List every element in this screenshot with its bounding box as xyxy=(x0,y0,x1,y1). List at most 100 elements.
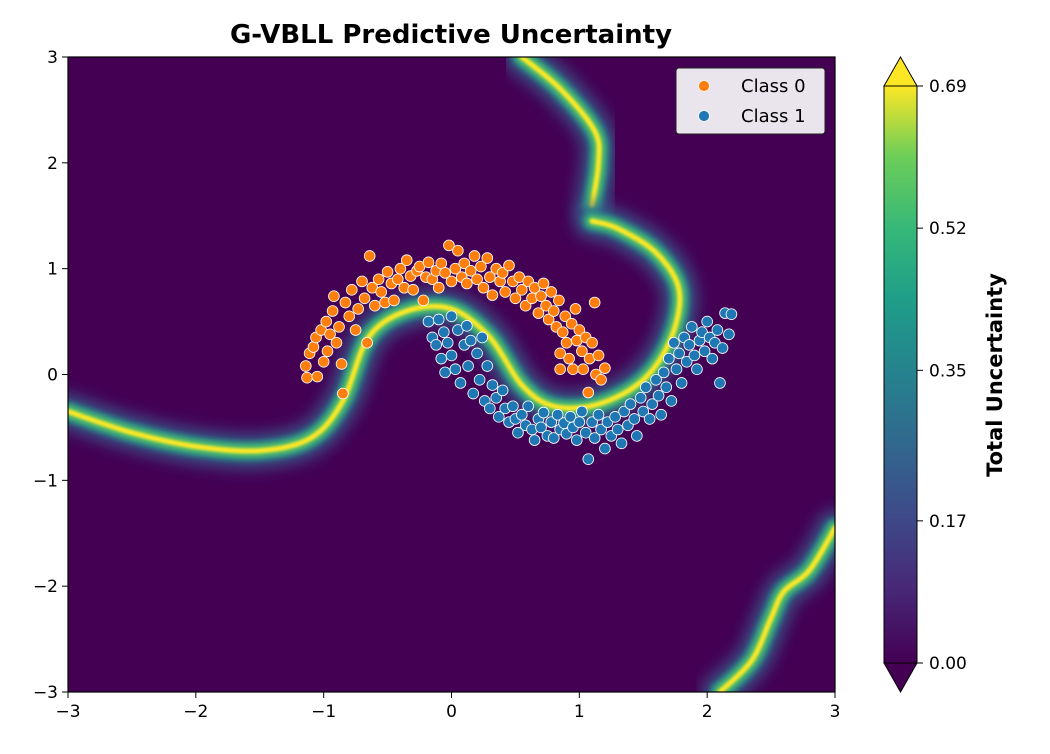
scatter-point-class-0 xyxy=(388,294,400,307)
legend-label-class-1: Class 1 xyxy=(741,106,806,127)
scatter-point-class-0 xyxy=(345,284,358,296)
scatter-point-class-0 xyxy=(484,271,496,283)
scatter-point-class-0 xyxy=(407,284,419,296)
scatter-point-class-1 xyxy=(611,423,624,436)
scatter-point-class-0 xyxy=(595,373,607,386)
scatter-point-class-1 xyxy=(462,360,474,372)
scatter-point-class-1 xyxy=(547,432,560,444)
scatter-point-class-0 xyxy=(339,296,352,309)
y-tick-label: −2 xyxy=(33,577,58,597)
colorbar-max-extend xyxy=(883,55,918,87)
scatter-point-class-1 xyxy=(579,426,592,439)
scatter-point-class-1 xyxy=(711,324,724,336)
scatter-point-class-1 xyxy=(535,421,547,434)
scatter-point-class-1 xyxy=(484,402,496,415)
scatter-point-class-1 xyxy=(551,408,564,421)
scatter-point-class-0 xyxy=(337,387,349,400)
scatter-point-class-1 xyxy=(660,381,673,394)
scatter-point-class-0 xyxy=(461,277,473,290)
scatter-point-class-1 xyxy=(461,320,473,332)
scatter-point-class-0 xyxy=(299,360,312,372)
scatter-point-class-0 xyxy=(335,358,348,370)
y-tick-label: 2 xyxy=(47,154,58,174)
scatter-point-class-0 xyxy=(449,262,462,275)
scatter-point-class-1 xyxy=(476,331,488,344)
scatter-point-class-1 xyxy=(573,416,586,428)
scatter-point-class-0 xyxy=(417,294,430,307)
scatter-point-class-0 xyxy=(458,257,471,270)
colorbar-tick-label: 0.69 xyxy=(929,77,967,97)
scatter-point-class-1 xyxy=(471,347,483,360)
scatter-point-class-0 xyxy=(567,363,579,376)
scatter-point-class-1 xyxy=(490,391,503,404)
scatter-point-class-1 xyxy=(492,411,505,423)
scatter-point-class-1 xyxy=(680,355,693,368)
scatter-point-class-1 xyxy=(512,426,524,439)
scatter-point-class-0 xyxy=(422,256,435,269)
scatter-point-class-1 xyxy=(688,349,701,362)
scatter-point-class-0 xyxy=(519,299,532,312)
x-tick-label: −2 xyxy=(183,702,208,722)
scatter-point-class-1 xyxy=(655,408,667,421)
scatter-point-class-1 xyxy=(516,408,528,421)
scatter-point-class-0 xyxy=(573,324,586,336)
scatter-point-class-1 xyxy=(439,366,451,379)
colorbar-min-extend xyxy=(883,662,918,694)
x-tick-label: 3 xyxy=(830,702,841,722)
scatter-point-class-0 xyxy=(547,305,560,317)
scatter-point-class-1 xyxy=(522,400,534,413)
scatter-point-class-1 xyxy=(634,391,647,404)
colorbar-tick-label: 0.00 xyxy=(929,654,967,674)
scatter-point-class-0 xyxy=(358,292,371,305)
scatter-point-class-1 xyxy=(668,336,680,349)
colorbar-gradient xyxy=(883,85,918,664)
scatter-point-class-0 xyxy=(509,292,522,305)
scatter-point-class-0 xyxy=(317,355,330,368)
scatter-point-class-0 xyxy=(535,290,547,302)
scatter-point-class-0 xyxy=(556,326,569,338)
scatter-point-class-1 xyxy=(637,405,650,418)
scatter-point-class-1 xyxy=(445,310,458,323)
legend-marker-class-0 xyxy=(698,80,710,92)
scatter-point-class-0 xyxy=(301,371,313,384)
scatter-point-class-1 xyxy=(663,352,675,365)
scatter-point-class-1 xyxy=(670,363,683,376)
scatter-point-class-1 xyxy=(725,308,738,320)
scatter-point-class-0 xyxy=(577,363,589,376)
scatter-point-class-0 xyxy=(333,321,345,333)
scatter-point-class-1 xyxy=(646,398,658,410)
scatter-point-class-1 xyxy=(545,416,558,428)
scatter-point-class-0 xyxy=(352,303,364,315)
scatter-point-class-1 xyxy=(640,381,652,394)
scatter-point-class-0 xyxy=(439,267,451,279)
scatter-point-class-0 xyxy=(349,324,362,336)
scatter-point-class-0 xyxy=(324,328,336,341)
y-tick-label: −1 xyxy=(33,471,58,491)
colorbar-tick-label: 0.35 xyxy=(929,361,967,381)
scatter-point-class-0 xyxy=(321,345,334,358)
scatter-point-class-1 xyxy=(631,430,643,442)
legend-marker-class-1 xyxy=(698,110,710,122)
scatter-point-class-1 xyxy=(665,395,678,407)
x-axis: −3 −2 −1 0 1 2 3 xyxy=(55,692,840,722)
scatter-point-class-0 xyxy=(486,289,499,301)
y-tick-label: 0 xyxy=(47,366,58,386)
scatter-point-class-1 xyxy=(599,442,611,455)
scatter-point-class-0 xyxy=(394,262,407,275)
scatter-point-class-1 xyxy=(615,437,628,450)
scatter-point-class-0 xyxy=(471,273,483,286)
y-tick-label: 1 xyxy=(47,260,58,280)
scatter-point-class-0 xyxy=(532,307,545,319)
scatter-point-class-0 xyxy=(553,294,565,307)
scatter-point-class-1 xyxy=(716,342,729,354)
scatter-point-class-0 xyxy=(375,286,387,298)
scatter-point-class-1 xyxy=(657,366,670,379)
colorbar-tick-label: 0.17 xyxy=(929,512,967,532)
uncertainty-band-bottom-band xyxy=(717,525,835,692)
scatter-point-class-1 xyxy=(430,339,442,351)
scatter-point-class-0 xyxy=(452,244,464,257)
scatter-point-class-1 xyxy=(723,328,735,341)
scatter-point-class-0 xyxy=(496,267,509,279)
